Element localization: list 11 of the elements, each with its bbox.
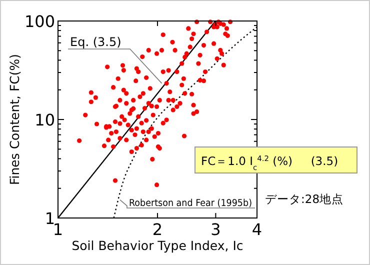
x-tick-label: 4 (252, 220, 262, 239)
y-axis-title: Fines Content, FC(%) (7, 54, 22, 186)
y-tick-label: 10 (34, 110, 55, 130)
x-tick-label: 3 (210, 220, 221, 239)
text: データ:28地点 (265, 192, 344, 206)
annotation: Robertson and Fear (1995b) (128, 198, 262, 209)
x-tick-label: 2 (152, 220, 163, 239)
y-tick-label: 100 (24, 12, 55, 31)
annotation: Eq. (3.5) (70, 35, 122, 49)
x-axis-title: Soil Behavior Type Index, Ic (72, 238, 244, 253)
annotation: FC＝1.0 I$_{c}$$^{4.2}$ (%) (3.5) (201, 154, 338, 172)
